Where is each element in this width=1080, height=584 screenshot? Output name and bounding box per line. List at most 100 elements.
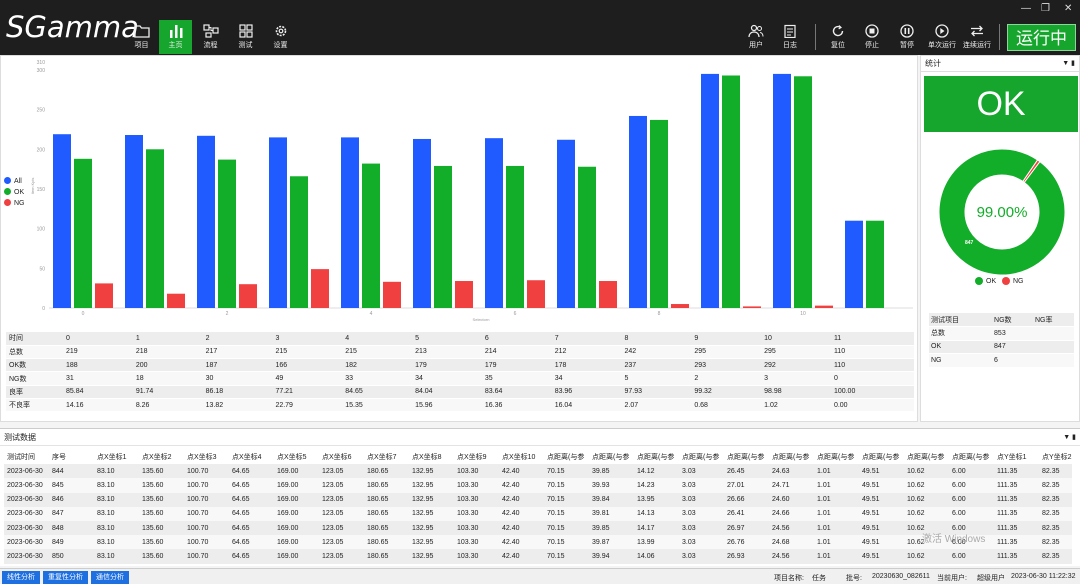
column-header[interactable]: 点距离(与参 — [592, 454, 630, 462]
column-header[interactable]: 点X坐标3 — [187, 454, 217, 462]
table-row[interactable]: 2023-06-30 849 83.10 135.60 100.70 64.65 169.0… — [4, 535, 1072, 550]
bar-all-11[interactable] — [845, 220, 863, 308]
bar-ng-5[interactable] — [455, 281, 473, 308]
y-tick-label: 50 — [39, 266, 45, 272]
table-row[interactable]: 2023-06-30 850 83.10 135.60 100.70 64.65 169.0… — [4, 549, 1072, 564]
repeatability-analysis-button[interactable]: 重复性分析 — [43, 571, 88, 584]
test-data-table[interactable]: 测试时间 序号 点X坐标1 点X坐标2 点X坐标3 点X坐标4 点X坐标5 点X坐标6 点X坐标… — [4, 450, 1072, 564]
bar-ok-6[interactable] — [506, 165, 524, 308]
bar-ok-4[interactable] — [362, 163, 380, 308]
bar-ng-6[interactable] — [527, 280, 545, 308]
column-header[interactable]: 点X坐标6 — [322, 454, 352, 462]
bar-ng-7[interactable] — [599, 281, 617, 308]
legend-item-ok[interactable]: OK — [4, 187, 25, 198]
linearity-analysis-button[interactable]: 线性分析 — [2, 571, 40, 584]
table-row[interactable]: 2023-06-30 845 83.10 135.60 100.70 64.65 169.0… — [4, 478, 1072, 493]
column-header[interactable]: 点距离(与参 — [817, 454, 855, 462]
donut-slice-ng[interactable] — [1022, 159, 1041, 184]
nav-item-flow[interactable]: 流程 — [194, 20, 227, 54]
nav-item-project[interactable]: 项目 — [125, 20, 158, 54]
column-header[interactable]: 点距离(与参 — [952, 454, 990, 462]
column-header[interactable]: 点Y坐标1 — [997, 454, 1027, 462]
bar-ok-5[interactable] — [434, 165, 452, 308]
bar-all-4[interactable] — [341, 137, 359, 308]
table-row[interactable]: 2023-06-30 847 83.10 135.60 100.70 64.65 169.0… — [4, 506, 1072, 521]
users-button[interactable]: 用户 — [739, 20, 773, 54]
column-header[interactable]: 点X坐标2 — [142, 454, 172, 462]
bar-ng-4[interactable] — [383, 281, 401, 308]
column-header[interactable]: 点距离(与参 — [862, 454, 900, 462]
bar-all-6[interactable] — [485, 138, 503, 308]
bar-ng-9[interactable] — [743, 306, 761, 308]
bar-ok-0[interactable] — [74, 158, 92, 308]
bar-ng-2[interactable] — [239, 284, 257, 308]
bar-ok-2[interactable] — [218, 159, 236, 308]
column-header[interactable]: 点X坐标5 — [277, 454, 307, 462]
bar-ok-9[interactable] — [722, 75, 740, 308]
bar-ok-1[interactable] — [146, 149, 164, 308]
running-status-button[interactable]: 运行中 — [1007, 24, 1076, 51]
column-header[interactable]: 点距离(与参 — [907, 454, 945, 462]
column-header[interactable]: 点距离(与参 — [547, 454, 585, 462]
bar-all-8[interactable] — [629, 115, 647, 308]
column-header[interactable]: 点X坐标4 — [232, 454, 262, 462]
legend-item-all[interactable]: All — [4, 176, 25, 187]
column-header[interactable]: 点距离(与参 — [772, 454, 810, 462]
table-cell: 26.93 — [724, 549, 769, 564]
table-cell: 846 — [49, 492, 94, 507]
table-row[interactable]: 2023-06-30 846 83.10 135.60 100.70 64.65 169.0… — [4, 492, 1072, 507]
bar-all-0[interactable] — [53, 134, 71, 308]
table-row[interactable]: 2023-06-30 848 83.10 135.60 100.70 64.65 169.0… — [4, 520, 1072, 536]
bar-ok-11[interactable] — [866, 220, 884, 308]
restore-icon[interactable]: ❐ — [1041, 3, 1050, 14]
communication-analysis-button[interactable]: 通信分析 — [91, 571, 129, 584]
bar-ok-3[interactable] — [290, 176, 308, 308]
continuous-run-button[interactable]: 连续运行 — [960, 20, 994, 54]
close-icon[interactable]: ✕ — [1064, 3, 1073, 14]
bar-all-3[interactable] — [269, 137, 287, 308]
nav-item-settings[interactable]: 设置 — [264, 20, 297, 54]
column-header[interactable]: 点Y坐标2 — [1042, 454, 1072, 462]
y-tick-label: 300 — [37, 68, 46, 74]
column-header[interactable]: 点X坐标10 — [502, 454, 536, 462]
column-header[interactable]: 点X坐标7 — [367, 454, 397, 462]
nav-item-test[interactable]: 测试 — [229, 20, 262, 54]
minimize-icon[interactable]: — — [1021, 3, 1031, 14]
summary-cell: OK — [929, 340, 993, 354]
column-header[interactable]: 点X坐标8 — [412, 454, 442, 462]
stats-cell: 295 — [761, 345, 831, 360]
pause-button[interactable]: 暂停 — [890, 20, 924, 54]
bar-all-5[interactable] — [413, 138, 431, 308]
bar-ng-10[interactable] — [815, 305, 833, 308]
donut-slice-ok[interactable] — [938, 148, 1066, 276]
bar-ng-8[interactable] — [671, 304, 689, 308]
bar-all-9[interactable] — [701, 73, 719, 308]
stop-button[interactable]: 停止 — [855, 20, 889, 54]
column-header[interactable]: 点距离(与参 — [682, 454, 720, 462]
pin-icon[interactable]: ▼ ▮ — [1062, 60, 1075, 67]
column-header[interactable]: 点距离(与参 — [727, 454, 765, 462]
nav-item-home[interactable]: 主页 — [159, 20, 192, 54]
legend-item-ng[interactable]: NG — [4, 198, 25, 209]
column-header[interactable]: 点距离(与参 — [637, 454, 675, 462]
table-row[interactable]: 2023-06-30 844 83.10 135.60 100.70 64.65 169.0… — [4, 464, 1072, 479]
bar-ng-1[interactable] — [167, 293, 185, 308]
bar-all-2[interactable] — [197, 135, 215, 308]
column-header[interactable]: 序号 — [52, 454, 66, 462]
pin-icon[interactable]: ▼ ▮ — [1063, 434, 1076, 441]
reset-button[interactable]: 复位 — [821, 20, 855, 54]
single-run-button[interactable]: 单次运行 — [925, 20, 959, 54]
column-header[interactable]: 点X坐标9 — [457, 454, 487, 462]
toolbar-divider — [999, 24, 1000, 50]
bar-all-1[interactable] — [125, 135, 143, 308]
bar-all-10[interactable] — [773, 73, 791, 308]
bar-ok-8[interactable] — [650, 119, 668, 308]
bar-all-7[interactable] — [557, 139, 575, 308]
bar-ng-0[interactable] — [95, 283, 113, 308]
column-header[interactable]: 点X坐标1 — [97, 454, 127, 462]
bar-ok-10[interactable] — [794, 76, 812, 308]
column-header[interactable]: 测试时间 — [7, 454, 35, 462]
log-button[interactable]: 日志 — [773, 20, 807, 54]
bar-ng-3[interactable] — [311, 269, 329, 308]
bar-ok-7[interactable] — [578, 166, 596, 308]
